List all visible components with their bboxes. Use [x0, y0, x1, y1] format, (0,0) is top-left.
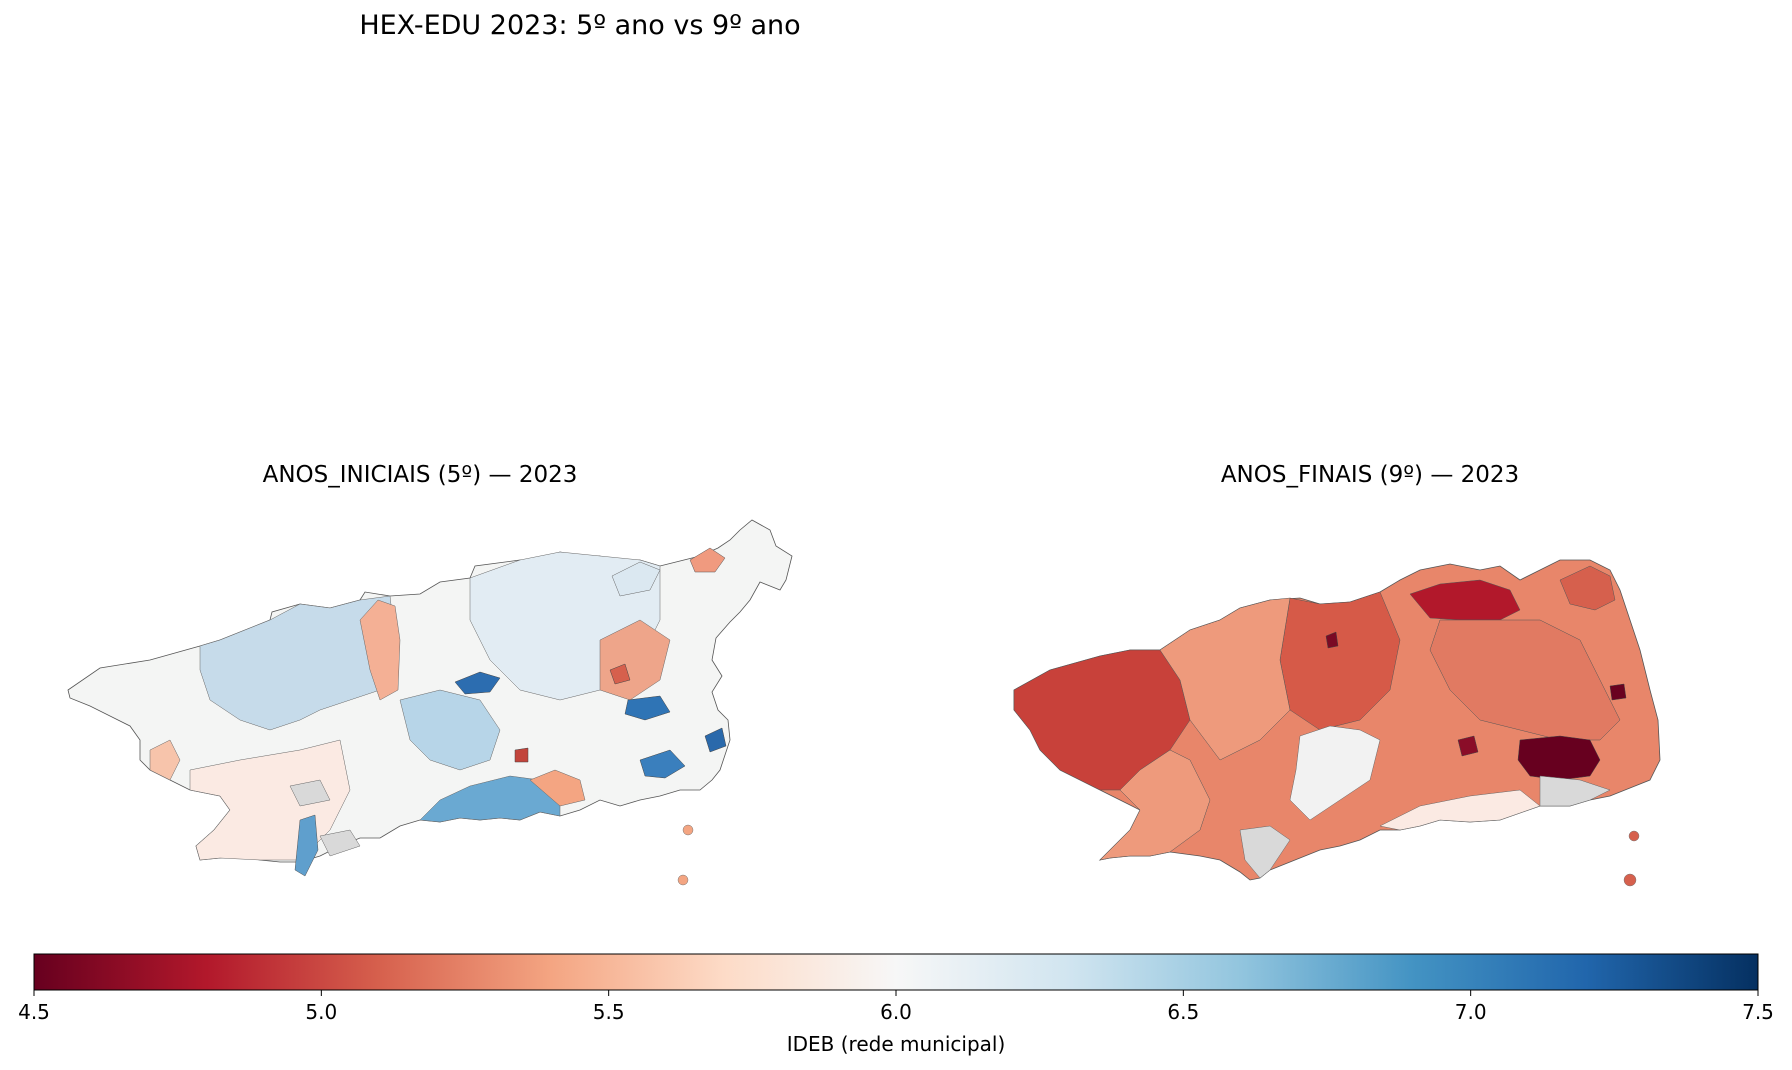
zone-left-northeast-orange: [689, 547, 726, 573]
map-anos-iniciais: [67, 519, 793, 877]
zone-right-south-light: [1379, 789, 1541, 831]
zone-left-dark-blue-3: [639, 749, 686, 779]
zone-left-orange-2: [529, 769, 586, 807]
colorbar-gradient: [33, 953, 1759, 991]
zone-right-orange-south: [1099, 749, 1211, 861]
colorbar-tick-label: 6.5: [1167, 1000, 1200, 1024]
zone-left-red-1: [609, 663, 631, 685]
island-right-2: [1623, 873, 1637, 887]
map-anos-finais: [1013, 559, 1661, 881]
zone-left-strip-blue: [294, 814, 319, 877]
zone-left-dark-blue-1: [454, 671, 501, 695]
panel-title-anos-iniciais: ANOS_INICIAIS (5º) — 2023: [262, 462, 578, 488]
zone-right-north-dark: [1409, 579, 1521, 621]
zone-right-grey-2: [1239, 825, 1291, 879]
zone-left-red-2: [514, 747, 529, 763]
panel-title-anos-finais: ANOS_FINAIS (9º) — 2023: [1220, 462, 1520, 488]
island-left-1: [682, 824, 694, 836]
colorbar-tick-label: 4.5: [18, 1000, 50, 1024]
zone-right-dark-spot-1: [1325, 631, 1339, 649]
zone-left-grey-1: [289, 779, 331, 807]
zone-left-center-blue: [399, 689, 501, 771]
zone-left-island-light: [611, 561, 661, 597]
zone-right-dark-spot-3: [1609, 683, 1627, 701]
zone-left-dark-blue-2: [624, 695, 671, 721]
colorbar-tick-label: 7.0: [1454, 1000, 1487, 1024]
zone-left-dark-blue-4: [704, 727, 727, 753]
zone-right-grey-central: [1289, 725, 1381, 821]
figure-title: HEX-EDU 2023: 5º ano vs 9º ano: [359, 10, 801, 41]
colorbar-tick-label: 6.0: [880, 1000, 912, 1024]
zone-left-orange-3: [149, 739, 181, 781]
colorbar-tick-label: 7.5: [1742, 1000, 1774, 1024]
colorbar: [33, 953, 1759, 996]
zone-right-grey-1: [1539, 775, 1611, 807]
islands: [677, 824, 1640, 887]
zone-right-darkest-block: [1517, 735, 1601, 781]
zone-right-northeast-red: [1559, 565, 1616, 611]
colorbar-label: IDEB (rede municipal): [786, 1032, 1006, 1056]
zone-left-orange-1: [359, 599, 401, 701]
zone-left-grey-2: [319, 829, 361, 857]
zone-right-dark-spot-2: [1457, 735, 1479, 757]
zone-right-orange-west: [1159, 597, 1291, 761]
island-left-2: [677, 874, 689, 886]
zone-right-east-mixed: [1429, 619, 1621, 741]
colorbar-tick-label: 5.0: [305, 1000, 338, 1024]
zone-left-barra-blue: [419, 775, 561, 823]
island-right-1: [1628, 830, 1640, 842]
colorbar-tick-label: 5.5: [592, 1000, 625, 1024]
